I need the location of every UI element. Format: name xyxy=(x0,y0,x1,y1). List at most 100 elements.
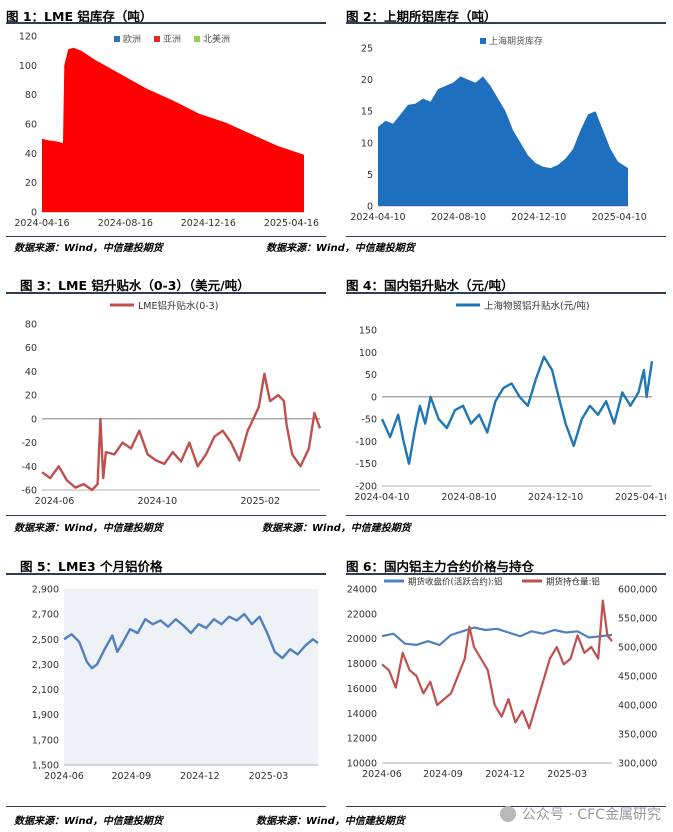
watermark: 公众号 · CFC金属研究 xyxy=(500,804,661,824)
y-tick-label: 20 xyxy=(25,391,37,402)
figure-4-title: 图 4：国内铝升贴水（元/吨） xyxy=(346,278,514,293)
plot-background xyxy=(64,589,318,765)
y-tick-label: 20 xyxy=(25,178,37,189)
y-tick-label: 1,700 xyxy=(32,735,59,746)
series-line xyxy=(41,372,322,492)
y-tick-label: 50 xyxy=(365,370,377,381)
x-tick-label: 2025-03 xyxy=(249,771,289,782)
x-tick-label: 2024-04-16 xyxy=(14,218,69,229)
x-tick-label: 2024-12-16 xyxy=(181,218,236,229)
wechat-icon xyxy=(500,806,517,822)
y-tick-label: 20000 xyxy=(347,634,377,645)
divider xyxy=(6,236,326,237)
x-tick-label: 2024-12-10 xyxy=(528,492,583,503)
y-tick-label: -60 xyxy=(21,486,37,497)
y-tick-label: 12000 xyxy=(347,734,377,745)
y-tick-label: 1,500 xyxy=(32,761,59,772)
chart-lme-inventory: 0 20 40 60 80 100 120 2024-04-16 2024-08-16 2024-… xyxy=(14,32,319,230)
series-area xyxy=(378,76,628,207)
y-tick-label: 18000 xyxy=(347,659,377,670)
series-line xyxy=(381,626,613,646)
figure-2-source: 数据来源：Wind，中信建投期货 xyxy=(266,243,415,254)
chart-domestic-spread: -200 -150 -100 -50 0 50 100 150 2024-04-10 2024-0… xyxy=(354,300,666,503)
figure-6-title: 图 6：国内铝主力合约价格与持仓 xyxy=(346,559,535,574)
figure-5-title: 图 5：LME3 个月铝价格 xyxy=(20,559,163,574)
y-right-tick-label: 350,000 xyxy=(618,730,657,741)
y-tick-label: 40 xyxy=(25,367,37,378)
x-tick-label: 2025-04-16 xyxy=(264,218,319,229)
y-tick-label: 10 xyxy=(361,138,373,149)
divider xyxy=(346,573,666,575)
legend-label: 亚洲 xyxy=(163,34,181,45)
x-tick-label: 2024-09 xyxy=(423,769,463,780)
series-line xyxy=(63,612,319,670)
chart-domestic-price-oi: 10000 12000 14000 16000 18000 20000 22000 24000… xyxy=(347,577,658,780)
x-tick-label: 2024-04-10 xyxy=(354,492,409,503)
y-right-tick-label: 400,000 xyxy=(618,701,657,712)
y-right-tick-label: 450,000 xyxy=(618,672,657,683)
legend-swatch xyxy=(154,36,160,42)
y-right-tick-label: 600,000 xyxy=(618,585,657,596)
y-tick-label: 0 xyxy=(31,208,37,219)
divider xyxy=(6,573,326,575)
x-tick-label: 2025-03 xyxy=(547,769,587,780)
y-right-tick-label: 550,000 xyxy=(618,614,657,625)
series-line xyxy=(380,355,654,465)
y-tick-label: -100 xyxy=(355,437,377,448)
legend-swatch xyxy=(194,36,200,42)
x-tick-label: 2024-04-10 xyxy=(350,212,405,223)
divider xyxy=(6,22,326,24)
y-tick-label: -200 xyxy=(355,482,377,493)
figure-3-source: 数据来源：Wind，中信建投期货 xyxy=(14,523,163,534)
y-tick-label: 0 xyxy=(31,414,37,425)
figure-4-source: 数据来源：Wind，中信建投期货 xyxy=(262,523,411,534)
divider xyxy=(346,292,666,294)
legend-label: 上海期货库存 xyxy=(489,35,543,47)
figure-6-source: 数据来源：Wind，中信建投期货 xyxy=(256,816,405,827)
figure-3-title: 图 3：LME 铝升贴水（0-3）（美元/吨） xyxy=(20,278,250,293)
x-tick-label: 2024-08-10 xyxy=(431,212,486,223)
divider xyxy=(346,515,666,516)
divider xyxy=(6,806,326,807)
legend-label: 期货收盘价(活跃合约):铝 xyxy=(408,577,503,588)
y-tick-label: 2,700 xyxy=(32,610,59,621)
y-tick-label: 20 xyxy=(361,75,373,86)
chart-lme3-price: 1,500 1,700 1,900 2,100 2,300 2,500 2,700 2,900… xyxy=(32,585,319,782)
y-tick-label: 0 xyxy=(371,392,377,403)
x-tick-label: 2024-08-10 xyxy=(441,492,496,503)
y-tick-label: 2,500 xyxy=(32,635,59,646)
legend-swatch xyxy=(480,38,486,44)
y-tick-label: 80 xyxy=(25,90,37,101)
divider xyxy=(6,515,326,516)
x-tick-label: 2024-06 xyxy=(35,496,75,507)
legend-label: 欧洲 xyxy=(123,33,141,45)
y-tick-label: 15 xyxy=(361,107,373,118)
x-tick-label: 2025-02 xyxy=(240,496,280,507)
y-tick-label: 2,100 xyxy=(32,685,59,696)
y-tick-label: 2,900 xyxy=(32,585,59,596)
divider xyxy=(346,236,666,237)
y-tick-label: 150 xyxy=(359,326,377,337)
figure-5-source: 数据来源：Wind，中信建投期货 xyxy=(14,816,163,827)
legend-swatch xyxy=(114,36,120,42)
y-tick-label: -40 xyxy=(21,462,37,473)
chart-lme-spread: -60 -40 -20 0 20 40 60 80 2024-06 2024-10 2025-02 L… xyxy=(21,300,322,507)
y-right-tick-label: 500,000 xyxy=(618,643,657,654)
x-tick-label: 2025-04-10 xyxy=(592,212,647,223)
chart-shfe-inventory: 0 5 10 15 20 25 2024-04-10 2024-08-10 2024-12-10… xyxy=(350,35,647,223)
y-tick-label: -150 xyxy=(355,459,377,470)
x-tick-label: 2024-06 xyxy=(44,771,84,782)
x-tick-label: 2024-10 xyxy=(138,496,178,507)
figure-2-title: 图 2：上期所铝库存（吨） xyxy=(346,9,497,24)
y-tick-label: 22000 xyxy=(347,609,377,620)
y-tick-label: 1,900 xyxy=(32,710,59,721)
divider xyxy=(6,292,326,294)
legend-label: 北美洲 xyxy=(203,33,230,45)
y-tick-label: 25 xyxy=(361,44,373,55)
x-tick-label: 2024-06 xyxy=(362,769,402,780)
x-tick-label: 2024-12-10 xyxy=(511,212,566,223)
y-tick-label: 80 xyxy=(25,320,37,331)
y-tick-label: 120 xyxy=(19,32,37,43)
y-tick-label: 14000 xyxy=(347,709,377,720)
legend-label: 上海物贸铝升贴水(元/吨) xyxy=(484,300,590,312)
